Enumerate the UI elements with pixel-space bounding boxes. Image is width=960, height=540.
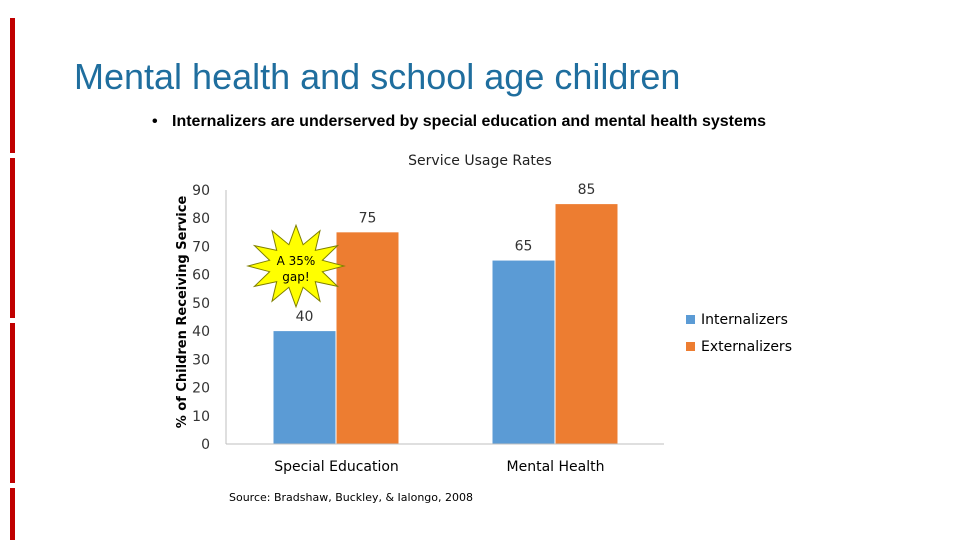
callout-text-line-1: A 35% [277, 254, 316, 268]
y-axis-label: % of Children Receiving Service [175, 196, 190, 429]
legend: Internalizers Externalizers [686, 306, 792, 360]
bar-internalizers-special-education [273, 331, 336, 444]
legend-swatch-externalizers [686, 342, 695, 351]
bar-label-externalizers-mental-health: 85 [578, 182, 596, 198]
bullet-text: Internalizers are underserved by special… [172, 113, 766, 130]
x-tick-label-special-education: Special Education [274, 459, 399, 475]
callout-text-line-2: gap! [282, 270, 309, 284]
bars [273, 204, 618, 444]
y-tick-label-60: 60 [192, 268, 210, 284]
y-tick-label-90: 90 [192, 183, 210, 199]
bullet-dot: • [152, 113, 158, 130]
bar-label-externalizers-special-education: 75 [359, 210, 377, 226]
y-axis-label-group: % of Children Receiving Service [175, 196, 190, 429]
bar-internalizers-mental-health [492, 260, 555, 444]
x-tick-labels: Special Education Mental Health [274, 459, 604, 475]
source-citation: Source: Bradshaw, Buckley, & Ialongo, 20… [229, 491, 473, 504]
x-tick-label-mental-health: Mental Health [507, 459, 605, 475]
y-tick-label-70: 70 [192, 239, 210, 255]
legend-label-internalizers: Internalizers [701, 311, 788, 328]
red-edge-bar-bottom [10, 488, 15, 540]
chart-title: Service Usage Rates [408, 153, 552, 169]
bullet-point: • Internalizers are underserved by specia… [152, 113, 766, 131]
slide-title: Mental health and school age children [74, 56, 681, 97]
red-edge-bar-top [10, 18, 15, 153]
y-tick-label-40: 40 [192, 324, 210, 340]
legend-label-externalizers: Externalizers [701, 338, 792, 355]
y-tick-label-50: 50 [192, 296, 210, 312]
bar-label-internalizers-special-education: 40 [296, 309, 314, 325]
bar-externalizers-special-education [336, 232, 399, 444]
y-tick-label-10: 10 [192, 409, 210, 425]
legend-swatch-internalizers [686, 315, 695, 324]
gap-callout: A 35% gap! [246, 223, 346, 309]
legend-item-internalizers: Internalizers [686, 306, 792, 333]
y-tick-label-30: 30 [192, 352, 210, 368]
y-tick-label-80: 80 [192, 211, 210, 227]
bar-value-labels: 40 75 65 85 [296, 182, 596, 325]
red-edge-bar-lower [10, 323, 15, 483]
legend-item-externalizers: Externalizers [686, 333, 792, 360]
starburst-shape [246, 223, 346, 309]
y-tick-label-0: 0 [201, 437, 210, 453]
red-edge-bar-middle [10, 158, 15, 318]
bar-externalizers-mental-health [555, 204, 618, 444]
y-tick-labels: 0 10 20 30 40 50 60 70 80 90 [192, 183, 210, 453]
bar-label-internalizers-mental-health: 65 [515, 239, 533, 255]
y-tick-label-20: 20 [192, 381, 210, 397]
